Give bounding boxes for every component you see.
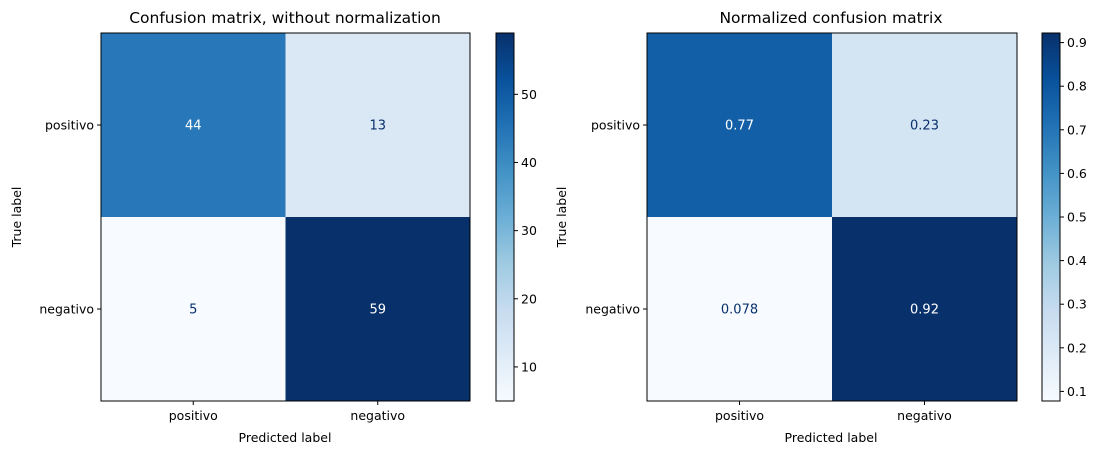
chart-title: Normalized confusion matrix — [719, 9, 942, 27]
colorbar-tick-label: 50 — [521, 87, 537, 102]
y-tick-label: negativo — [39, 302, 94, 317]
plot-frame — [646, 32, 1018, 402]
x-tick-label: positivo — [169, 408, 218, 423]
colorbar — [496, 33, 514, 401]
cell-value-label: 0.92 — [910, 303, 939, 318]
plot-frame — [100, 32, 471, 402]
matrix-cell — [101, 33, 286, 218]
colorbar-tick-label: 0.1 — [1067, 384, 1087, 399]
y-tick-label: negativo — [585, 302, 640, 317]
colorbar-tick-label: 40 — [521, 155, 537, 170]
colorbar-tick-label: 20 — [521, 291, 537, 306]
x-tick-label: negativo — [350, 408, 405, 423]
cell-value-label: 5 — [189, 303, 197, 318]
colorbar-frame — [495, 32, 515, 402]
cell-value-label: 0.23 — [910, 119, 939, 134]
matrix-cell — [832, 217, 1018, 402]
cell-value-label: 44 — [185, 119, 202, 134]
colorbar-tick-label: 0.6 — [1067, 166, 1087, 181]
y-tick-label: positivo — [591, 118, 640, 133]
cell-value-label: 0.77 — [725, 119, 754, 134]
colorbar-tick-label: 10 — [521, 359, 537, 374]
cell-value-label: 13 — [369, 119, 386, 134]
colorbar — [1042, 33, 1060, 401]
colorbar-tick-label: 0.2 — [1067, 340, 1087, 355]
matrix-cell — [647, 217, 833, 402]
matrix-cell — [285, 217, 471, 402]
matrix-cell — [832, 33, 1018, 218]
colorbar-tick-label: 0.8 — [1067, 79, 1087, 94]
confusion-matrix-panel: Confusion matrix, without normalization … — [9, 9, 537, 445]
colorbar-tick-label: 0.5 — [1067, 210, 1087, 225]
cell-value-label: 0.078 — [721, 303, 758, 318]
x-axis-label: Predicted label — [239, 430, 332, 445]
x-tick-label: positivo — [715, 408, 764, 423]
x-tick-label: negativo — [897, 408, 952, 423]
normalized-confusion-matrix-panel: Normalized confusion matrix Predicted la… — [554, 9, 1087, 445]
colorbar-tick-label: 0.3 — [1067, 297, 1087, 312]
matrix-cell — [101, 217, 286, 402]
matrix-cell — [285, 33, 471, 218]
colorbar-tick-label: 0.7 — [1067, 122, 1087, 137]
y-axis-label: True label — [9, 187, 24, 249]
colorbar-tick-label: 30 — [521, 223, 537, 238]
y-axis-label: True label — [554, 187, 569, 249]
chart-title: Confusion matrix, without normalization — [129, 9, 441, 27]
x-axis-label: Predicted label — [785, 430, 878, 445]
colorbar-tick-label: 0.4 — [1067, 253, 1087, 268]
colorbar-tick-label: 0.9 — [1067, 35, 1087, 50]
cell-value-label: 59 — [369, 303, 386, 318]
y-tick-label: positivo — [45, 118, 94, 133]
matrix-cell — [647, 33, 833, 218]
